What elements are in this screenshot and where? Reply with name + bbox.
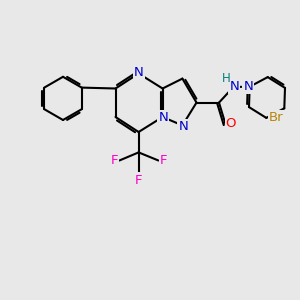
Text: H: H	[221, 72, 230, 85]
Text: F: F	[160, 154, 168, 167]
Text: N: N	[178, 120, 188, 133]
Text: O: O	[226, 117, 236, 130]
Text: F: F	[135, 173, 142, 187]
Text: N: N	[134, 66, 143, 79]
Text: N: N	[158, 111, 168, 124]
Text: F: F	[110, 154, 118, 167]
Text: Br: Br	[268, 111, 283, 124]
Text: N: N	[243, 80, 253, 93]
Text: N: N	[230, 80, 239, 93]
